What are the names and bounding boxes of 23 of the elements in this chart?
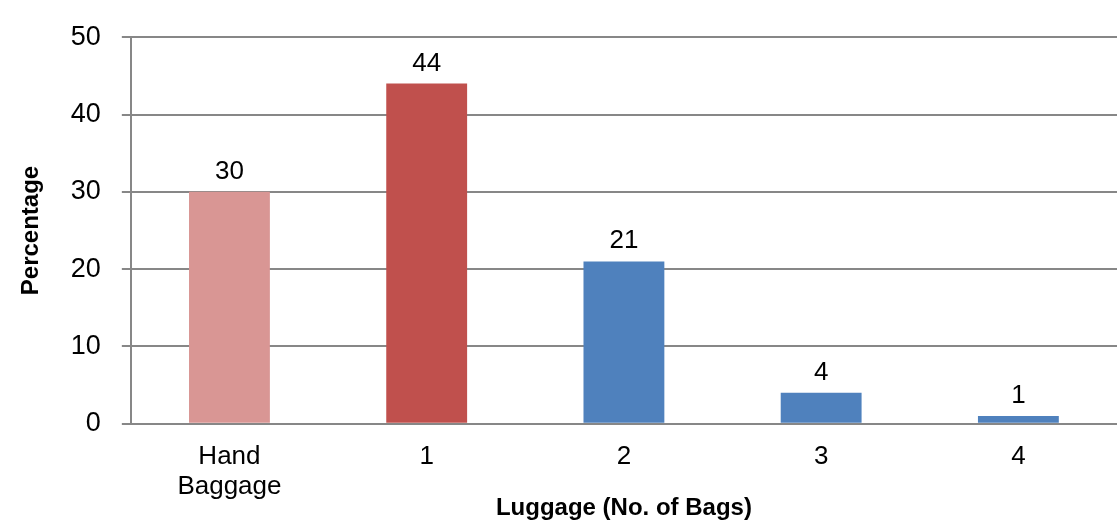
data-label: 1 [1011, 379, 1026, 410]
bar [189, 191, 270, 423]
x-tick-label: 2 [616, 439, 632, 470]
data-label: 30 [214, 154, 244, 185]
bar [780, 392, 862, 423]
x-tick-label: 4 [1011, 439, 1026, 470]
bar [977, 416, 1059, 423]
data-label: 44 [412, 46, 442, 77]
x-axis-title: Luggage (No. of Bags) [495, 493, 752, 521]
x-tick-label: 1 [419, 439, 434, 470]
y-tick-label: 0 [85, 407, 101, 438]
bar [386, 83, 468, 423]
y-tick-label: 40 [70, 97, 101, 128]
x-tick-label: Hand Baggage [177, 439, 282, 500]
y-tick-label: 10 [70, 329, 101, 360]
y-tick-label: 50 [70, 20, 101, 51]
data-label: 21 [609, 224, 639, 255]
x-tick-label: 3 [813, 439, 829, 470]
y-tick-label: 20 [70, 252, 101, 283]
y-axis-title: Percentage [16, 165, 44, 296]
bar [583, 261, 665, 423]
data-label: 4 [813, 355, 829, 386]
y-tick-label: 30 [70, 175, 101, 206]
